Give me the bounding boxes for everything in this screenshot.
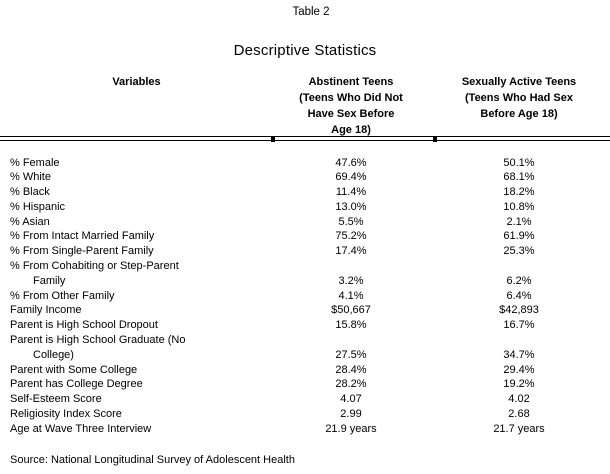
header-line: Abstinent Teens bbox=[308, 76, 394, 88]
row-label: % Female bbox=[10, 156, 60, 169]
row-label: Religiosity Index Score bbox=[10, 408, 122, 421]
table-title: Descriptive Statistics bbox=[233, 42, 377, 59]
row-label: Parent is High School Dropout bbox=[10, 319, 158, 332]
column-divider-tick bbox=[433, 135, 437, 142]
active-value: 18.2% bbox=[503, 186, 535, 199]
column-divider-tick bbox=[271, 135, 275, 142]
header-line: Have Sex Before bbox=[307, 108, 395, 121]
column-header-sexually-active-teens: Sexually Active Teens (Teens Who Had Sex… bbox=[429, 74, 609, 138]
row-label-continuation: College) bbox=[33, 348, 74, 361]
row-label: % Black bbox=[10, 186, 50, 199]
table-row: Parent with Some College 28.4% 29.4% bbox=[0, 363, 610, 378]
active-value: 34.7% bbox=[503, 348, 535, 361]
source-note: Source: National Longitudinal Survey of … bbox=[10, 454, 295, 466]
active-value: 68.1% bbox=[503, 171, 535, 184]
row-label-continuation: Family bbox=[33, 274, 66, 287]
row-label: Family Income bbox=[10, 304, 82, 317]
abstinent-value: 69.4% bbox=[335, 171, 367, 184]
abstinent-value: 13.0% bbox=[335, 200, 367, 213]
table-row: % From Single-Parent Family 17.4% 25.3% bbox=[0, 244, 610, 259]
row-label: % Hispanic bbox=[10, 200, 66, 213]
abstinent-value: 47.6% bbox=[335, 156, 367, 169]
abstinent-value: 28.2% bbox=[335, 378, 367, 391]
row-label: Parent has College Degree bbox=[10, 378, 143, 391]
row-label: Parent with Some College bbox=[10, 363, 138, 376]
table-row: College) 27.5% 34.7% bbox=[0, 348, 610, 363]
abstinent-value: 75.2% bbox=[335, 230, 367, 243]
table-row: % Female 47.6% 50.1% bbox=[0, 156, 610, 171]
table-row: Family 3.2% 6.2% bbox=[0, 274, 610, 289]
header-double-rule bbox=[0, 135, 610, 142]
abstinent-value: 11.4% bbox=[335, 186, 367, 199]
abstinent-value: $50,667 bbox=[331, 304, 371, 317]
header-line: Age 18) bbox=[331, 124, 371, 137]
row-label: % Asian bbox=[10, 215, 50, 228]
table-row: Family Income $50,667 $42,893 bbox=[0, 303, 610, 318]
column-header-abstinent-teens: Abstinent Teens (Teens Who Did Not Have … bbox=[273, 74, 429, 138]
active-value: 50.1% bbox=[503, 156, 535, 169]
row-label: Self-Esteem Score bbox=[10, 393, 102, 406]
empty-cell bbox=[273, 333, 429, 348]
active-value: 25.3% bbox=[503, 245, 535, 258]
row-label: % From Cohabiting or Step-Parent bbox=[10, 260, 179, 273]
row-label: % From Intact Married Family bbox=[10, 230, 155, 243]
table-row: % Black 11.4% 18.2% bbox=[0, 185, 610, 200]
table-row: % From Intact Married Family 75.2% 61.9% bbox=[0, 229, 610, 244]
header-line: (Teens Who Did Not bbox=[299, 92, 403, 105]
abstinent-value: 15.8% bbox=[335, 319, 367, 332]
row-label: Age at Wave Three Interview bbox=[10, 422, 152, 435]
table-row: % From Cohabiting or Step-Parent bbox=[0, 259, 610, 274]
empty-cell bbox=[273, 259, 429, 274]
active-value: 19.2% bbox=[503, 378, 535, 391]
table-row: Parent has College Degree 28.2% 19.2% bbox=[0, 377, 610, 392]
table-body: % Female 47.6% 50.1% % White 69.4% 68.1%… bbox=[0, 156, 610, 437]
table-row: Age at Wave Three Interview 21.9 years 2… bbox=[0, 422, 610, 437]
row-label: % From Other Family bbox=[10, 289, 115, 302]
empty-cell bbox=[429, 259, 609, 274]
active-value: 29.4% bbox=[503, 363, 535, 376]
abstinent-value: 21.9 years bbox=[325, 422, 377, 435]
active-value: $42,893 bbox=[499, 304, 539, 317]
abstinent-value: 28.4% bbox=[335, 363, 367, 376]
abstinent-value: 4.1% bbox=[338, 289, 364, 302]
table-row: Parent is High School Graduate (No bbox=[0, 333, 610, 348]
table-row: Religiosity Index Score 2.99 2.68 bbox=[0, 407, 610, 422]
abstinent-value: 17.4% bbox=[335, 245, 367, 258]
abstinent-value: 2.99 bbox=[340, 408, 362, 421]
header-line: Sexually Active Teens bbox=[461, 76, 577, 88]
header-line: Before Age 18) bbox=[480, 108, 558, 121]
row-label: % From Single-Parent Family bbox=[10, 245, 154, 258]
row-label: % White bbox=[10, 171, 51, 184]
table-row: % From Other Family 4.1% 6.4% bbox=[0, 289, 610, 304]
active-value: 10.8% bbox=[503, 200, 535, 213]
table-row: Parent is High School Dropout 15.8% 16.7… bbox=[0, 318, 610, 333]
column-header-variables: Variables bbox=[112, 76, 161, 88]
table-row: % Hispanic 13.0% 10.8% bbox=[0, 200, 610, 215]
active-value: 2.68 bbox=[508, 408, 530, 421]
active-value: 4.02 bbox=[508, 393, 530, 406]
abstinent-value: 4.07 bbox=[340, 393, 362, 406]
abstinent-value: 5.5% bbox=[338, 215, 364, 228]
table-row: Self-Esteem Score 4.07 4.02 bbox=[0, 392, 610, 407]
active-value: 2.1% bbox=[506, 215, 532, 228]
active-value: 6.2% bbox=[506, 274, 532, 287]
active-value: 16.7% bbox=[503, 319, 535, 332]
empty-cell bbox=[429, 333, 609, 348]
active-value: 6.4% bbox=[506, 289, 532, 302]
table-row: % Asian 5.5% 2.1% bbox=[0, 215, 610, 230]
abstinent-value: 27.5% bbox=[335, 348, 367, 361]
table-header-row: Variables Abstinent Teens (Teens Who Did… bbox=[0, 74, 609, 138]
row-label: Parent is High School Graduate (No bbox=[10, 334, 186, 347]
active-value: 21.7 years bbox=[493, 422, 545, 435]
header-line: (Teens Who Had Sex bbox=[465, 92, 573, 105]
table-row: % White 69.4% 68.1% bbox=[0, 170, 610, 185]
active-value: 61.9% bbox=[503, 230, 535, 243]
table-caption: Table 2 bbox=[292, 6, 330, 18]
abstinent-value: 3.2% bbox=[338, 274, 364, 287]
